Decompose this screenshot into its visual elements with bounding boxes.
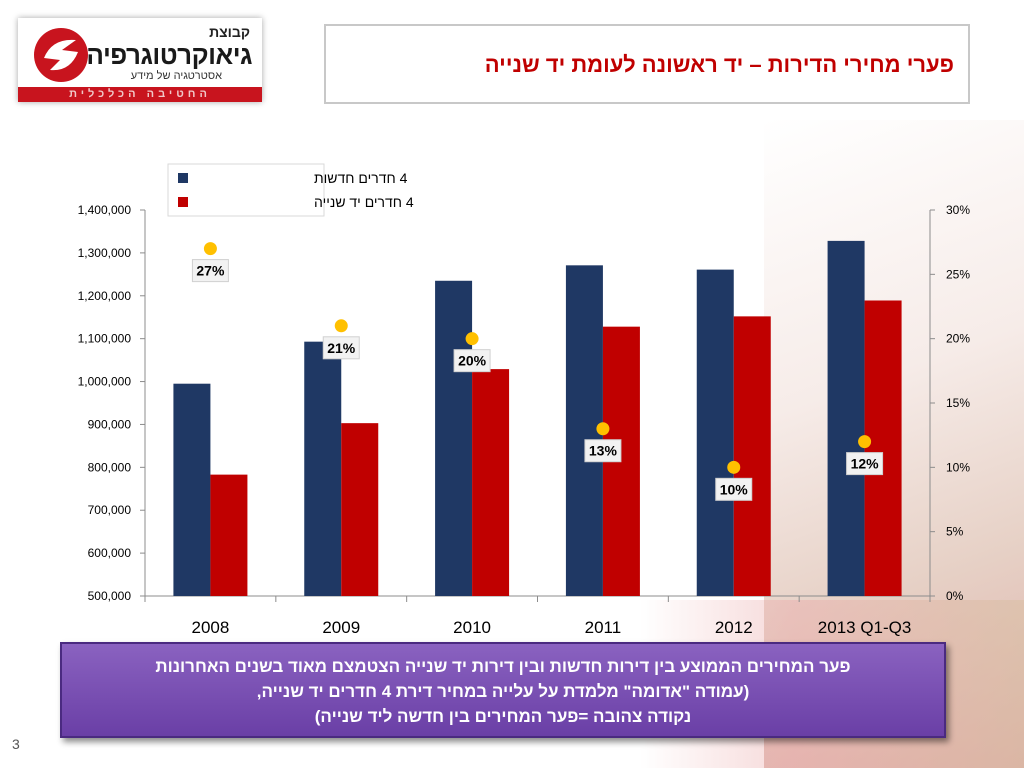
y2-tick-label: 30% — [946, 203, 970, 217]
y-tick-label: 800,000 — [88, 460, 132, 474]
y-tick-label: 1,100,000 — [78, 332, 132, 346]
gap-points: 27% 21% 20% 13% 10% 12% — [191, 242, 884, 501]
gap-label-box — [584, 439, 622, 463]
bar-new-apartment — [696, 269, 734, 596]
gap-label-box — [191, 259, 229, 283]
callout-line-2: (עמודה "אדומה" מלמדת על עלייה במחיר דירת… — [256, 682, 750, 701]
logo-division-band: החטיבה הכלכלית — [18, 87, 262, 102]
right-y-axis: 0% 5% 10% 15% 20% 25% 30% — [929, 203, 970, 603]
gap-label-box — [846, 452, 884, 476]
gap-label: 20% — [458, 353, 487, 369]
gap-label: 13% — [589, 443, 618, 459]
bar-new-apartment — [173, 383, 211, 596]
slide-title-box: פערי מחירי הדירות – יד ראשונה לעומת יד ש… — [324, 24, 970, 104]
y-tick-label: 500,000 — [88, 589, 132, 603]
x-category-label: 2011 — [585, 618, 622, 637]
y2-tick-label: 5% — [946, 525, 964, 539]
x-category-label: 2008 — [192, 618, 230, 637]
y2-tick-label: 25% — [946, 267, 970, 281]
bar-secondhand-apartment — [864, 300, 902, 596]
chart-legend: 4 חדרים חדשות 4 חדרים יד שנייה — [167, 163, 414, 217]
x-category-label: 2012 — [715, 618, 753, 637]
callout-line-3: נקודה צהובה =פער המחירים בין חדשה ליד שנ… — [314, 707, 692, 726]
x-category-label: 2009 — [322, 618, 360, 637]
logo-name: גיאוקרטוגרפיה — [86, 40, 252, 70]
bar-new-apartment — [435, 280, 473, 596]
gap-label-box — [322, 336, 360, 360]
y-tick-label: 1,300,000 — [78, 246, 132, 260]
gap-point — [596, 422, 610, 436]
y-tick-label: 700,000 — [88, 503, 132, 517]
gap-label: 12% — [851, 456, 880, 472]
x-axis: 2008 2009 2010 2011 2012 2013 Q1-Q3 — [144, 595, 931, 637]
logo-emblem-icon — [34, 28, 88, 82]
gap-label: 27% — [196, 263, 225, 279]
gap-label-box — [453, 349, 491, 373]
logo-prefix: קבוצת — [209, 24, 250, 40]
y2-tick-label: 15% — [946, 396, 970, 410]
gap-label-box — [715, 477, 753, 501]
bar-series — [173, 240, 902, 596]
slide-title: פערי מחירי הדירות – יד ראשונה לעומת יד ש… — [484, 52, 954, 77]
x-category-label: 2010 — [453, 618, 491, 637]
bar-new-apartment — [827, 240, 865, 596]
y-tick-label: 900,000 — [88, 417, 132, 431]
left-y-axis: 500,000 600,000 700,000 800,000 900,000 1,000… — [78, 203, 146, 603]
logo-tagline: אסטרטגיה של מידע — [130, 70, 222, 82]
y-tick-label: 1,200,000 — [78, 289, 132, 303]
bar-new-apartment — [304, 341, 342, 596]
gap-label: 10% — [720, 481, 749, 497]
gap-point — [858, 435, 872, 449]
legend-swatch — [178, 173, 188, 183]
legend-entry: 4 חדרים חדשות — [314, 170, 408, 186]
gap-point — [334, 319, 348, 333]
bar-secondhand-apartment — [210, 474, 248, 596]
legend-box — [167, 163, 325, 217]
legend-swatch — [178, 197, 188, 207]
company-logo: קבוצת גיאוקרטוגרפיה אסטרטגיה של מידע החט… — [18, 18, 262, 102]
bar-secondhand-apartment — [733, 316, 771, 596]
y-tick-label: 1,000,000 — [78, 375, 132, 389]
y2-tick-label: 10% — [946, 460, 970, 474]
callout-line-1: פער המחירים הממוצע בין דירות חדשות ובין … — [155, 657, 851, 676]
gap-point — [727, 460, 741, 474]
page-number: 3 — [12, 736, 20, 752]
gap-label: 21% — [327, 340, 356, 356]
gap-point — [465, 332, 479, 346]
legend-entry: 4 חדרים יד שנייה — [314, 194, 414, 210]
gap-point — [203, 242, 217, 256]
y2-tick-label: 20% — [946, 332, 970, 346]
y-tick-label: 1,400,000 — [78, 203, 132, 217]
x-category-label: 2013 Q1-Q3 — [818, 618, 912, 637]
explanation-callout: פער המחירים הממוצע בין דירות חדשות ובין … — [60, 642, 946, 738]
y2-tick-label: 0% — [946, 589, 964, 603]
bar-secondhand-apartment — [472, 369, 510, 596]
bar-secondhand-apartment — [341, 423, 379, 596]
y-tick-label: 600,000 — [88, 546, 132, 560]
